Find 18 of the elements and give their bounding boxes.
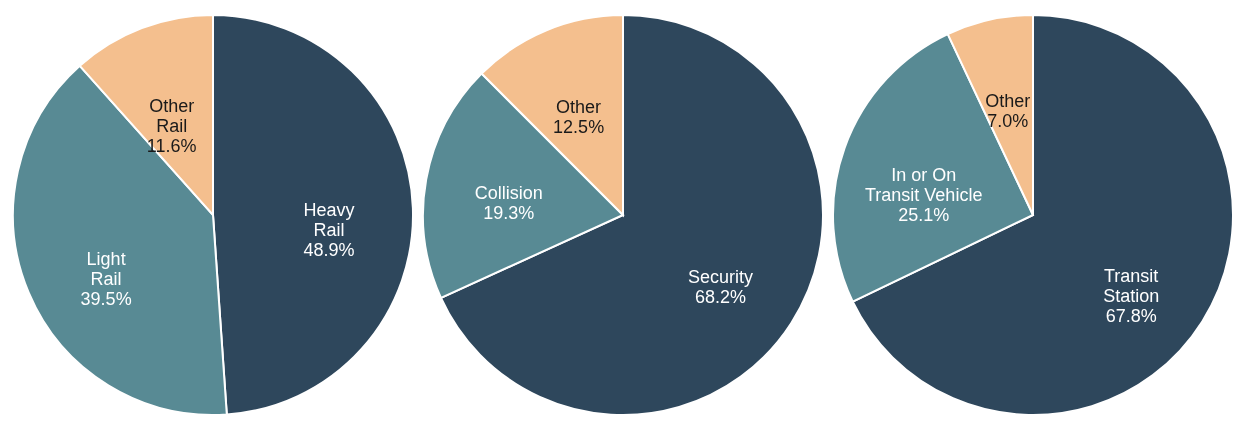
slice-label: Other Rail bbox=[149, 95, 195, 136]
data-label: 11.6% bbox=[146, 135, 197, 156]
data-label: 48.9% bbox=[303, 239, 355, 260]
data-label: 67.8% bbox=[1105, 305, 1157, 326]
slice-label: Other bbox=[985, 90, 1031, 111]
slice-label: Security bbox=[688, 266, 754, 287]
slice-label: Light Rail bbox=[86, 249, 126, 290]
data-label: 7.0% bbox=[987, 110, 1029, 131]
slice-label: Collision bbox=[474, 183, 543, 204]
data-label: 12.5% bbox=[553, 116, 605, 137]
data-label: 39.5% bbox=[80, 289, 132, 310]
data-label: 19.3% bbox=[483, 203, 535, 224]
data-label: 25.1% bbox=[898, 205, 950, 226]
data-label: 68.2% bbox=[695, 286, 747, 307]
slice-label: Heavy Rail bbox=[303, 199, 355, 240]
slice-label: Transit Station bbox=[1103, 265, 1160, 306]
slice-label: In or On Transit Vehicle bbox=[864, 165, 983, 206]
slice-label: Other bbox=[556, 96, 602, 117]
